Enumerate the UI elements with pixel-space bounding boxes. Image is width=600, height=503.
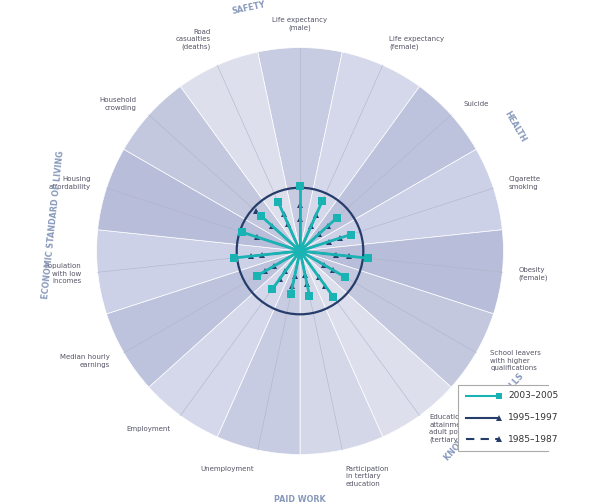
Text: 2003–2005: 2003–2005 xyxy=(508,391,558,400)
Text: Obesity
(female): Obesity (female) xyxy=(518,267,548,281)
Wedge shape xyxy=(258,48,342,251)
Text: Life expectancy
(male): Life expectancy (male) xyxy=(272,17,328,31)
Wedge shape xyxy=(300,52,419,251)
Text: HEALTH: HEALTH xyxy=(502,110,527,144)
Text: Housing
affordability: Housing affordability xyxy=(49,177,91,190)
Wedge shape xyxy=(124,87,300,251)
Text: Median hourly
earnings: Median hourly earnings xyxy=(60,354,110,368)
Wedge shape xyxy=(300,251,383,454)
Text: Participation
in tertiary
education: Participation in tertiary education xyxy=(346,466,389,487)
Text: Employment: Employment xyxy=(127,426,171,432)
Text: Household
crowding: Household crowding xyxy=(100,97,137,111)
Text: SAFETY: SAFETY xyxy=(231,1,266,16)
Wedge shape xyxy=(300,149,502,251)
Wedge shape xyxy=(107,251,300,387)
Wedge shape xyxy=(300,251,451,437)
Wedge shape xyxy=(300,251,493,387)
Text: School leavers
with higher
qualifications: School leavers with higher qualification… xyxy=(490,351,541,371)
Wedge shape xyxy=(217,251,300,454)
Wedge shape xyxy=(149,251,300,437)
Text: Educational
attainment
adult population
(tertiary): Educational attainment adult population … xyxy=(429,414,487,443)
Wedge shape xyxy=(300,87,476,251)
Text: Unemployment: Unemployment xyxy=(200,466,254,472)
Text: 1995–1997: 1995–1997 xyxy=(508,413,559,422)
Wedge shape xyxy=(181,52,300,251)
FancyBboxPatch shape xyxy=(458,385,567,452)
Text: Cigarette
smoking: Cigarette smoking xyxy=(509,177,541,190)
Text: Road
casualties
(deaths): Road casualties (deaths) xyxy=(176,29,211,50)
Text: Life expectancy
(female): Life expectancy (female) xyxy=(389,36,445,50)
Text: KNOWLEDGE AND SKILLS: KNOWLEDGE AND SKILLS xyxy=(443,372,526,462)
Text: PAID WORK: PAID WORK xyxy=(274,495,326,503)
Wedge shape xyxy=(98,149,300,251)
Wedge shape xyxy=(300,230,503,314)
Text: Population
with low
incomes: Population with low incomes xyxy=(45,264,82,285)
Text: 1985–1987: 1985–1987 xyxy=(508,435,559,444)
Text: Suicide: Suicide xyxy=(463,101,488,107)
Wedge shape xyxy=(97,230,300,314)
Text: ECONOMIC STANDARD OF LIVING: ECONOMIC STANDARD OF LIVING xyxy=(41,150,65,300)
